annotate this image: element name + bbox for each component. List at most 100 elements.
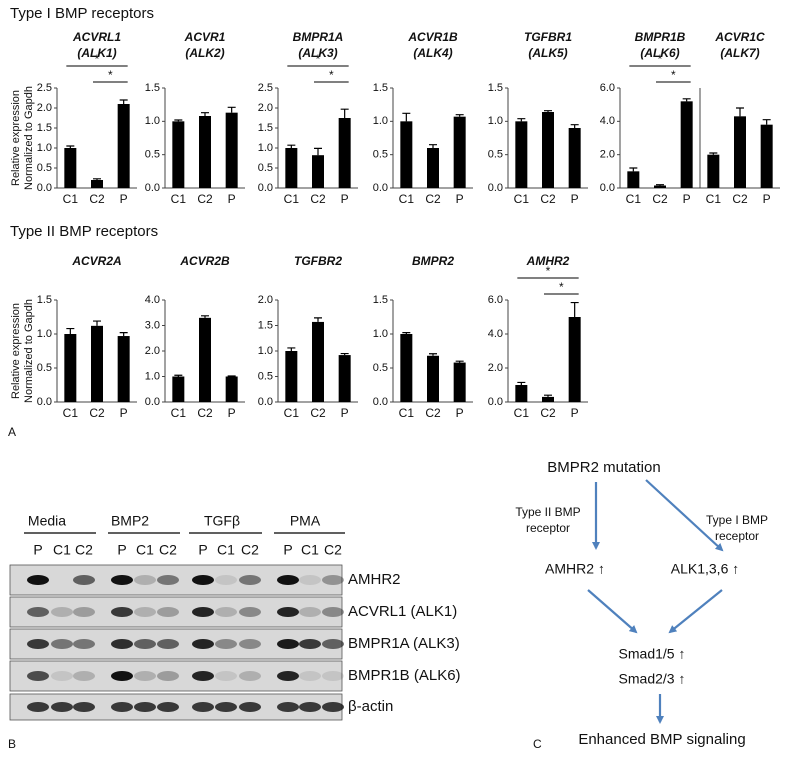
x-tick-label: C2 [89,406,105,420]
significance-label: * [658,52,663,66]
significance-label: * [329,68,334,82]
bar-chart: ACVR1C (ALK7) C1 C2 P [699,30,780,206]
lane-label: C1 [301,542,319,558]
lane-label: C2 [159,542,177,558]
error-bar [119,332,128,337]
bar [172,121,185,188]
x-tick-label: C1 [171,406,187,420]
error-bar [402,112,411,122]
bar [453,116,466,188]
bar [453,362,466,402]
chart-title: ACVR1B [407,30,458,44]
section-title: Type II BMP receptors [10,223,158,240]
lane-label: C1 [136,542,154,558]
bar-chart: AMHR2 0.0 2.0 4.0 6.0 C1 C2 P * * [488,254,588,420]
chart-title: BMPR1A [293,30,344,44]
error-bar [340,352,349,356]
blot-band [277,575,299,585]
x-tick-label: C1 [171,192,187,206]
bar [760,124,773,188]
y-tick-label: 0.0 [488,182,503,194]
lane-label: P [283,542,292,558]
arrow [587,589,638,634]
blot-band [277,607,299,617]
y-tick-label: 0.5 [37,362,52,374]
lane-label: P [117,542,126,558]
blot-band [51,671,73,681]
y-tick-label: 0.5 [373,149,388,161]
edge-label: receptor [526,521,570,535]
bar [542,396,554,402]
bar [91,180,103,188]
x-tick-label: P [571,192,579,206]
x-tick-label: P [683,192,691,206]
bar [172,376,185,402]
y-tick-label: 1.0 [258,345,273,357]
error-bar [314,147,322,156]
y-tick-label: 1.0 [37,142,52,154]
bar [225,112,238,188]
arrow [645,479,724,552]
x-tick-label: C2 [89,192,105,206]
x-tick-label: C1 [514,406,530,420]
row-label: ACVRL1 (ALK1) [348,603,457,620]
error-bar [402,332,411,334]
chart-title: ACVRL1 [72,30,121,44]
blot-band [111,639,133,649]
error-bar [570,124,579,128]
error-bar [340,108,349,118]
error-bar [227,375,236,377]
blot-band [299,702,321,712]
blot-band [51,607,73,617]
y-tick-label: 0.5 [258,162,273,174]
row-label: AMHR2 [348,571,401,588]
blot-band [157,575,179,585]
lane-label: P [198,542,207,558]
blot-band [73,702,95,712]
y-tick-label: 1.0 [488,115,503,127]
y-tick-label: 2.0 [488,362,503,374]
blot-band [277,671,299,681]
chart-subtitle: (ALK5) [528,46,567,60]
y-tick-label: 0.0 [145,182,160,194]
blot-band [277,639,299,649]
node: Smad2/3 ↑ [619,671,686,687]
bar-chart: BMPR1B (ALK6) 0.0 2.0 4.0 6.0 C1 C2 P * * [600,30,700,206]
blot-band [277,702,299,712]
bar [225,376,238,402]
node: Enhanced BMP signaling [578,731,745,748]
lane-label: C2 [241,542,259,558]
chart-title: ACVR2B [179,254,230,268]
error-bar [517,381,526,385]
row-label: BMPR1B (ALK6) [348,667,461,684]
x-tick-label: C2 [310,192,326,206]
y-tick-label: 4.0 [145,294,160,306]
significance-label: * [559,280,564,294]
blot-band [215,607,237,617]
blot-band [27,671,49,681]
bar-chart: ACVR2A Relative expression Normalized to G… [10,254,137,420]
significance-label: * [546,264,551,278]
y-tick-label: 2.0 [37,102,52,114]
bar [568,128,581,188]
bar [515,385,528,402]
blot-band [27,639,49,649]
blot-strip [9,660,343,692]
y-tick-label: 4.0 [600,115,615,127]
x-tick-label: C2 [732,192,748,206]
x-tick-label: C1 [63,192,79,206]
y-tick-label: 6.0 [488,294,503,306]
y-tick-label: 1.0 [37,328,52,340]
group-label: TGFβ [204,513,240,529]
bar [199,317,211,402]
blot-band [239,575,261,585]
bar [542,112,554,188]
y-tick-label: 0.0 [145,396,160,408]
blot-band [192,702,214,712]
bar-chart: TGFBR1 (ALK5) 0.0 0.5 1.0 1.5 C1 C2 P [488,30,588,206]
blot-band [215,639,237,649]
bar [400,334,413,402]
x-tick-label: C2 [425,192,441,206]
blot-band [215,702,237,712]
y-axis-label: Normalized to Gapdh [23,299,35,403]
